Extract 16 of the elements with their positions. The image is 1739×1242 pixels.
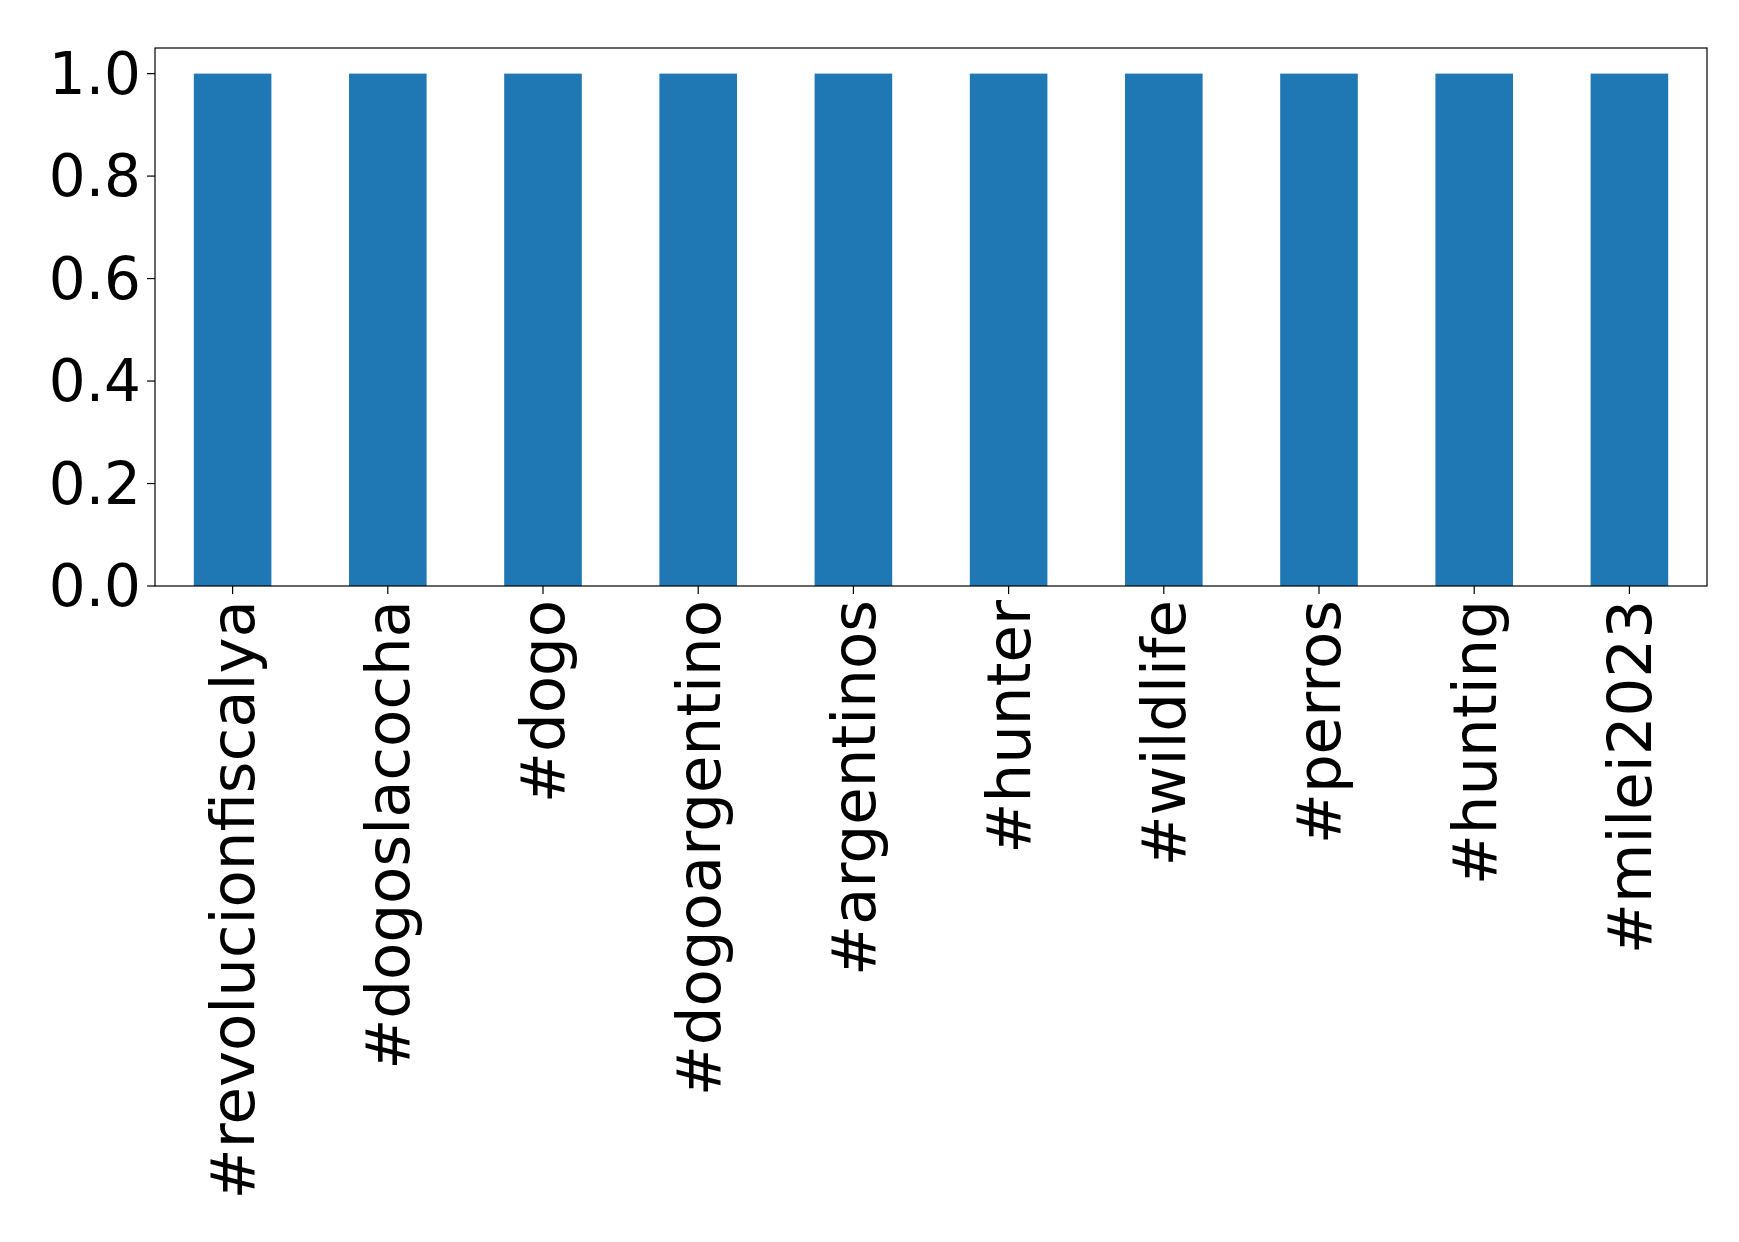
x-tick-label: #argentinos — [817, 600, 889, 977]
x-tick-label: #dogoargentino — [662, 600, 734, 1097]
x-tick-label: #hunter — [972, 599, 1044, 854]
x-tick-label: #revolucionfiscalya — [196, 600, 268, 1200]
y-tick-label: 0.8 — [48, 142, 141, 211]
x-tick-label: #dogo — [507, 600, 579, 804]
x-tick-label: #wildlife — [1128, 600, 1200, 867]
y-tick-label: 1.0 — [48, 39, 141, 108]
x-tick-label: #milei2023 — [1593, 600, 1665, 955]
y-tick-label: 0.0 — [48, 552, 141, 621]
x-tick-label: #hunting — [1438, 600, 1510, 886]
x-tick-label: #dogoslacocha — [352, 600, 424, 1070]
y-tick-label: 0.2 — [48, 449, 141, 518]
y-tick-label: 0.4 — [48, 347, 141, 416]
x-tick-label: #perros — [1283, 600, 1355, 845]
y-tick-label: 0.6 — [48, 244, 141, 313]
